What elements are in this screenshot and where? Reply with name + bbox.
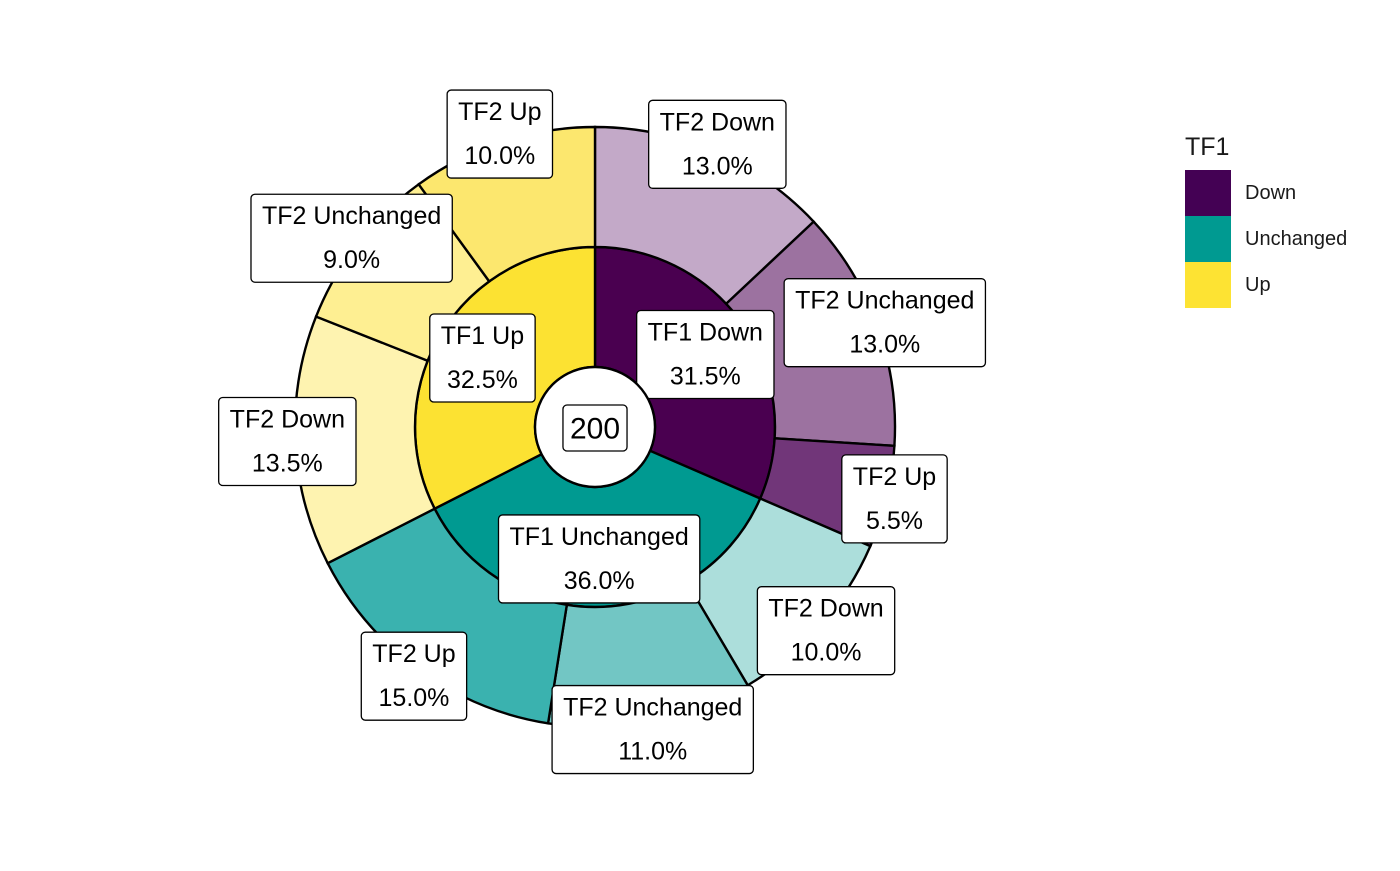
inner-tf1-unchanged-label-value: 36.0%	[564, 567, 635, 595]
outer-tf1-unchanged-tf2-up-label-value: 15.0%	[379, 684, 450, 712]
outer-tf1-up-tf2-up-label: TF2 Up 10.0%	[446, 89, 554, 179]
outer-tf1-unchanged-tf2-unchanged-label-value: 11.0%	[618, 738, 687, 766]
outer-tf1-down-tf2-down-label-value: 13.0%	[682, 152, 753, 180]
legend-item-down: Down	[1185, 170, 1347, 216]
inner-tf1-up-label-value: 32.5%	[447, 366, 518, 394]
inner-tf1-up-label: TF1 Up 32.5%	[429, 313, 536, 403]
legend-swatch-down	[1185, 170, 1231, 216]
legend-item-up: Up	[1185, 262, 1347, 308]
outer-tf1-up-tf2-unchanged-label-name: TF2 Unchanged	[262, 202, 441, 230]
center-total-box	[562, 404, 628, 452]
outer-tf1-up-tf2-unchanged-label-box	[250, 193, 453, 283]
outer-tf1-up-tf2-up-label-box	[446, 89, 554, 179]
outer-tf1-down-tf2-unchanged-label-name: TF2 Unchanged	[795, 287, 974, 315]
outer-tf1-down-tf2-up-label-box	[841, 454, 948, 544]
outer-tf1-unchanged-tf2-up-label-name: TF2 Up	[372, 640, 455, 668]
outer-tf1-unchanged-tf2-unchanged-label-name: TF2 Unchanged	[563, 694, 742, 722]
inner-tf1-unchanged-label-box	[497, 514, 701, 604]
outer-tf1-down-tf2-up-label: TF2 Up 5.5%	[841, 454, 948, 544]
outer-tf1-down-tf2-down-label-box	[648, 99, 787, 189]
outer-tf1-unchanged-tf2-down-label-value: 10.0%	[791, 639, 862, 667]
legend-swatch-unchanged	[1185, 216, 1231, 262]
outer-tf1-down-tf2-unchanged-label: TF2 Unchanged 13.0%	[783, 278, 987, 368]
center-total-label: 200	[562, 404, 628, 452]
center-layer: 200	[533, 365, 657, 489]
legend-item-unchanged: Unchanged	[1185, 216, 1347, 262]
outer-tf1-up-tf2-down-label-name: TF2 Down	[230, 406, 345, 434]
legend-title: TF1	[1185, 133, 1230, 161]
label-layer: TF2 Down 13.0% TF2 Unchanged 13.0% TF2 Up 5.5…	[218, 89, 987, 775]
outer-tf1-unchanged-tf2-down-label-name: TF2 Down	[768, 595, 883, 623]
outer-tf1-unchanged-tf2-down-label-box	[756, 586, 896, 676]
inner-tf1-up-label-name: TF1 Up	[441, 322, 524, 350]
outer-tf1-down-tf2-down-label-name: TF2 Down	[660, 108, 775, 136]
outer-tf1-unchanged-tf2-down-label: TF2 Down 10.0%	[756, 586, 896, 676]
center-total-value: 200	[570, 413, 620, 446]
legend-label-up: Up	[1245, 273, 1271, 296]
outer-tf1-up-tf2-down-label-box	[218, 396, 357, 487]
outer-tf1-down-tf2-unchanged-label-box	[783, 278, 987, 368]
legend-label-down: Down	[1245, 181, 1297, 204]
outer-tf1-down-tf2-up-label-value: 5.5%	[866, 507, 923, 535]
legend: TF1 Down Unchanged Up	[1185, 133, 1347, 308]
outer-tf1-unchanged-tf2-unchanged-label-box	[551, 684, 755, 775]
inner-tf1-unchanged-label-name: TF1 Unchanged	[510, 523, 689, 551]
outer-tf1-unchanged-tf2-up-label-box	[360, 631, 468, 721]
outer-tf1-down-tf2-up-label-name: TF2 Up	[853, 463, 936, 491]
inner-tf1-unchanged-label: TF1 Unchanged 36.0%	[497, 514, 701, 604]
inner-tf1-down-label-name: TF1 Down	[648, 319, 763, 347]
outer-tf1-down-tf2-down-label: TF2 Down 13.0%	[648, 99, 787, 189]
outer-tf1-unchanged-tf2-up-label: TF2 Up 15.0%	[360, 631, 468, 721]
legend-label-unchanged: Unchanged	[1245, 227, 1348, 250]
inner-tf1-down-label: TF1 Down 31.5%	[636, 309, 775, 400]
outer-tf1-up-tf2-down-label-value: 13.5%	[252, 450, 323, 478]
inner-tf1-up-label-box	[429, 313, 536, 403]
outer-tf1-up-tf2-unchanged-label-value: 9.0%	[323, 246, 380, 274]
outer-tf1-up-tf2-up-label-name: TF2 Up	[458, 98, 541, 126]
outer-tf1-up-tf2-unchanged-label: TF2 Unchanged 9.0%	[250, 193, 453, 283]
inner-tf1-down-label-value: 31.5%	[670, 363, 741, 391]
inner-tf1-down-label-box	[636, 309, 775, 400]
legend-swatch-up	[1185, 262, 1231, 308]
outer-tf1-up-tf2-down-label: TF2 Down 13.5%	[218, 396, 357, 487]
outer-tf1-unchanged-tf2-unchanged-label: TF2 Unchanged 11.0%	[551, 684, 755, 775]
outer-tf1-up-tf2-up-label-value: 10.0%	[464, 142, 535, 170]
outer-tf1-down-tf2-unchanged-label-value: 13.0%	[849, 331, 920, 359]
